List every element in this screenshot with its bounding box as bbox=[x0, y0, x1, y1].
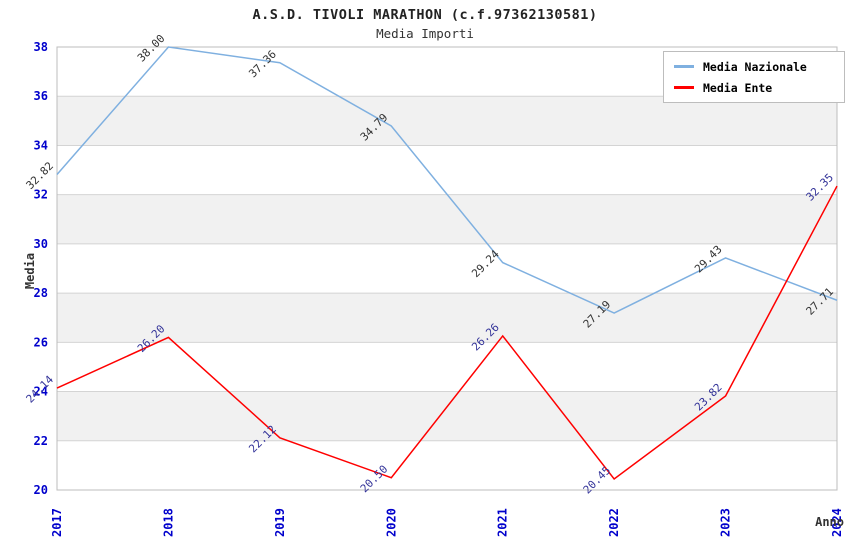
y-tick-label: 24 bbox=[34, 385, 48, 399]
x-axis-title: Anno bbox=[815, 515, 844, 529]
data-point-label: 29.43 bbox=[692, 243, 725, 276]
legend-item-media-ente: Media Ente bbox=[674, 81, 844, 95]
chart-title: A.S.D. TIVOLI MARATHON (c.f.97362130581) bbox=[252, 7, 598, 23]
x-tick-label: 2018 bbox=[161, 508, 175, 537]
plot-band bbox=[57, 194, 837, 244]
y-tick-label: 36 bbox=[34, 89, 48, 103]
y-tick-label: 28 bbox=[34, 286, 48, 300]
y-tick-label: 26 bbox=[34, 335, 48, 349]
plot-band bbox=[57, 96, 837, 146]
x-tick-label: 2020 bbox=[384, 508, 398, 537]
legend-swatch-media-nazionale-icon bbox=[674, 65, 694, 68]
chart-legend: Media Nazionale Media Ente bbox=[663, 51, 845, 103]
plot-band bbox=[57, 293, 837, 343]
series-line-media-nazionale bbox=[56, 46, 838, 314]
legend-item-media-nazionale: Media Nazionale bbox=[674, 60, 844, 74]
plot-border bbox=[56, 46, 838, 491]
legend-swatch-media-ente-icon bbox=[674, 86, 694, 89]
series-line-media-ente bbox=[56, 185, 838, 480]
x-tick-label: 2024 bbox=[830, 508, 844, 537]
data-point-label: 38.00 bbox=[135, 32, 168, 65]
y-tick-label: 20 bbox=[34, 483, 48, 497]
y-tick-label: 32 bbox=[34, 188, 48, 202]
legend-label-media-ente: Media Ente bbox=[703, 80, 773, 95]
y-tick-label: 30 bbox=[34, 237, 48, 251]
x-tick-label: 2017 bbox=[50, 508, 64, 537]
y-tick-label: 38 bbox=[34, 40, 48, 54]
chart-subtitle: Media Importi bbox=[376, 26, 474, 41]
x-tick-label: 2023 bbox=[719, 508, 733, 537]
data-point-label: 37.36 bbox=[246, 48, 279, 81]
y-tick-label: 22 bbox=[34, 434, 48, 448]
data-point-label: 29.24 bbox=[469, 247, 502, 280]
legend-label-media-nazionale: Media Nazionale bbox=[703, 59, 807, 74]
x-tick-label: 2019 bbox=[273, 508, 287, 537]
data-point-label: 24.14 bbox=[24, 373, 57, 406]
x-tick-label: 2021 bbox=[496, 508, 510, 537]
y-axis-title: Media bbox=[23, 252, 37, 290]
x-tick-label: 2022 bbox=[607, 508, 621, 537]
plot-band bbox=[57, 391, 837, 441]
y-tick-label: 34 bbox=[34, 138, 48, 152]
data-point-label: 20.45 bbox=[581, 464, 614, 497]
